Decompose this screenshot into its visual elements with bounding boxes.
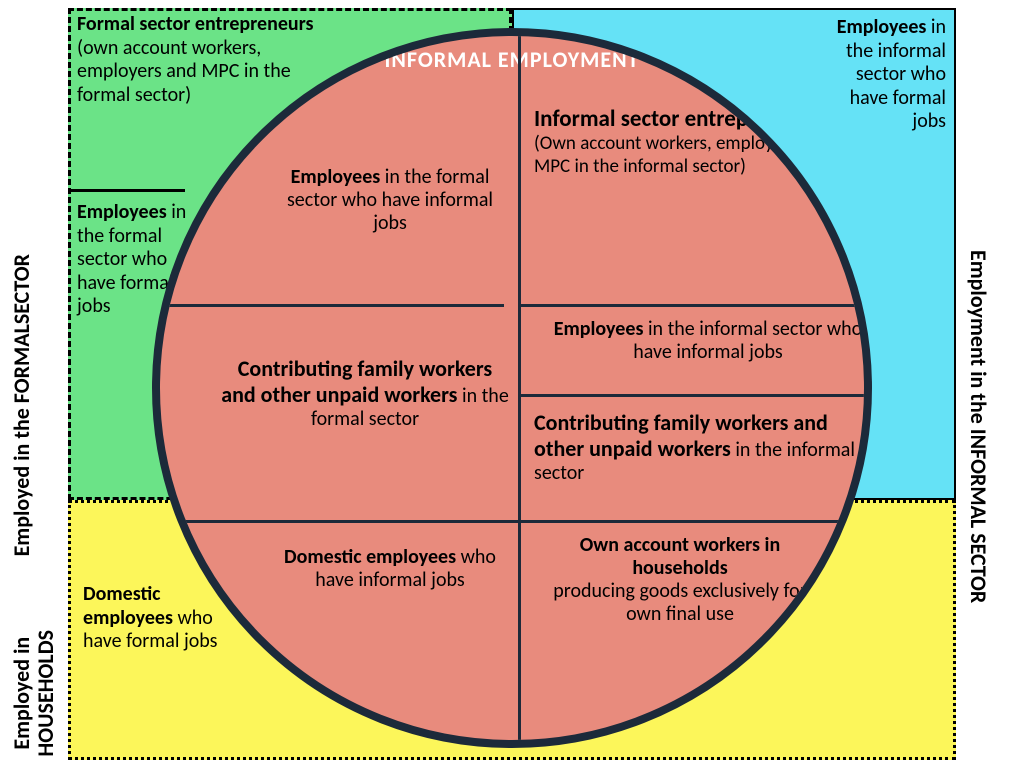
cell-own-account-households: Own account workers in households produc… bbox=[550, 534, 810, 626]
circle-title: INFORMAL EMPLOYMENT bbox=[160, 46, 864, 73]
employment-diagram: Formal sector entrepreneurs (own account… bbox=[68, 8, 956, 760]
circle-informal-employment: INFORMAL EMPLOYMENT Employees in the for… bbox=[152, 28, 872, 748]
label-informal-sector: Employment in the INFORMAL SECTOR bbox=[966, 250, 990, 603]
cell-domestic-formal-jobs: Domestic employees who have formal jobs bbox=[83, 583, 223, 654]
cell-formal-employees-informal-jobs: Employees in the formal sector who have … bbox=[270, 166, 510, 235]
circle-vline bbox=[518, 36, 521, 740]
cell-contributing-formal: Contributing family workers and other un… bbox=[220, 356, 510, 431]
circle-hline-bottom bbox=[160, 520, 864, 523]
divider-formal bbox=[71, 189, 185, 192]
circle-hline-right-mid bbox=[520, 394, 864, 397]
cell-contributing-informal: Contributing family workers and other un… bbox=[534, 410, 872, 485]
circle-hline-right-upper bbox=[520, 304, 864, 307]
label-formal-sector: Employed in the FORMALSECTOR bbox=[10, 254, 34, 556]
cell-informal-entrepreneurs: Informal sector entrepreneurs (Own accou… bbox=[534, 106, 834, 178]
label-households: Employed inHOUSEHOLDS bbox=[10, 630, 58, 757]
cell-informal-employees-informal-jobs: Employees in the informal sector who hav… bbox=[548, 318, 868, 364]
circle-hline-left bbox=[160, 304, 504, 307]
cell-domestic-informal-jobs: Domestic employees who have informal job… bbox=[280, 546, 500, 592]
